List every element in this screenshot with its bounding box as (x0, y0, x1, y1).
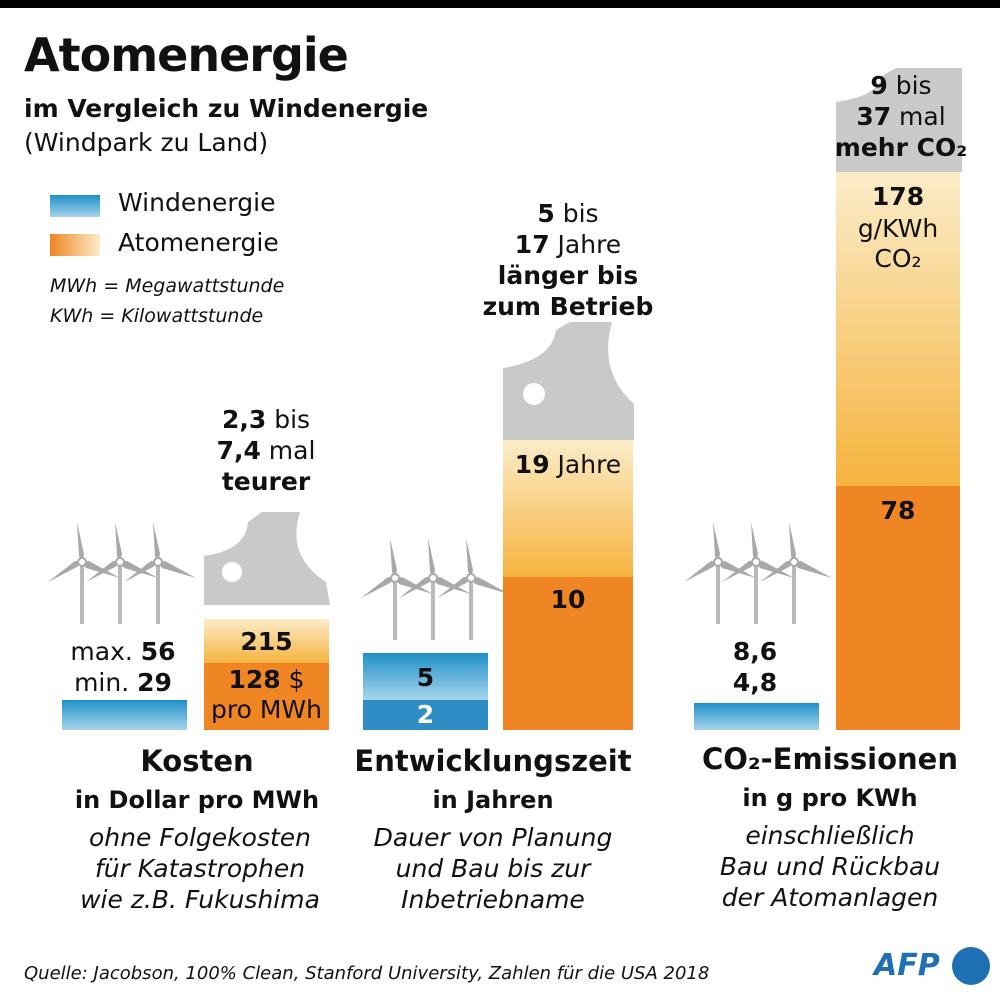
co2-nuclear-max-label: 178 (871, 182, 925, 211)
nuclear-plant-icon-co2 (836, 68, 962, 172)
kosten-wind-labels: max. 56 min. 29 (58, 636, 188, 698)
legend-wind-label: Windenergie (118, 188, 276, 217)
kosten-nuclear-unit: pro MWh (211, 695, 322, 724)
kosten-wind-max: max. 56 (70, 637, 176, 666)
entwicklung-comparison: 5 bis 17 Jahre länger bis zum Betrieb (482, 199, 654, 321)
entwicklung-wind-min-label: 2 (416, 700, 435, 729)
kosten-comparison: 2,3 bis 7,4 mal teurer (216, 405, 316, 496)
legend-nuclear-swatch (50, 234, 100, 256)
kosten-nuclear-max-label: 215 (240, 627, 293, 656)
plant-cutout (222, 562, 242, 582)
bar-wind-kosten (62, 700, 187, 730)
co2-nuclear-unit2: CO₂ (874, 244, 922, 273)
kosten-nuclear-min-label: 128 $ (228, 665, 305, 694)
page-title: Atomenergie (24, 28, 349, 82)
co2-comparison: 9 bis 37 mal mehr CO₂ (834, 71, 968, 162)
page-subtitle-2: (Windpark zu Land) (24, 128, 269, 157)
afp-logo: AFP (874, 948, 940, 983)
bar-wind-co2 (694, 703, 819, 730)
legend-note-mwh: MWh = Megawattstunde (50, 275, 285, 297)
kosten-wind-min: min. 29 (74, 668, 172, 697)
bar-nuclear-entwicklung-lower: 10 (503, 577, 633, 730)
co2-wind-min: 4,8 (732, 668, 778, 697)
legend-wind-swatch (50, 195, 100, 217)
entwicklung-wind-max-label: 5 (416, 663, 435, 692)
entwicklung-note: Dauer von Planung und Bau bis zur Inbetr… (373, 823, 613, 914)
legend-note-kwh: KWh = Kilowattstunde (50, 305, 264, 327)
entwicklung-unit: in Jahren (432, 786, 554, 814)
co2-wind-labels: 8,6 4,8 (690, 636, 820, 698)
source-note: Quelle: Jacobson, 100% Clean, Stanford U… (24, 963, 710, 984)
kosten-title: Kosten (140, 744, 254, 778)
co2-unit: in g pro KWh (742, 784, 918, 812)
co2-nuclear-unit1: g/KWh (857, 214, 939, 243)
co2-title: CO₂-Emissionen (702, 742, 958, 776)
bar-nuclear-co2-upper: 178 g/KWh CO₂ (836, 172, 960, 486)
entwicklung-nuclear-min-label: 10 (550, 585, 586, 614)
bar-nuclear-co2-lower: 78 (836, 486, 960, 730)
co2-note: einschließlich Bau und Rückbau der Atoma… (719, 821, 941, 912)
top-rule (0, 0, 1000, 8)
wind-turbines-co2 (682, 520, 834, 626)
nuclear-plant-icon-kosten (204, 512, 330, 605)
bar-nuclear-entwicklung-upper: 19 Jahre (503, 440, 633, 577)
kosten-unit: in Dollar pro MWh (74, 786, 320, 814)
bar-wind-entwicklung-lower: 2 (363, 700, 488, 730)
entwicklung-title: Entwicklungszeit (354, 744, 632, 778)
entwicklung-nuclear-max-label: 19 Jahre (514, 450, 622, 479)
wind-turbines-kosten (46, 520, 198, 626)
kosten-note: ohne Folgekosten für Katastrophen wie z.… (80, 823, 320, 914)
bar-nuclear-kosten-upper: 215 (204, 619, 329, 663)
page-subtitle: im Vergleich zu Windenergie (24, 94, 429, 123)
co2-nuclear-min-label: 78 (880, 496, 916, 525)
bar-wind-entwicklung-upper: 5 (363, 653, 488, 700)
afp-logo-dot (952, 947, 990, 985)
plant-cutout (523, 383, 545, 405)
nuclear-plant-icon-entwicklung (503, 322, 634, 440)
legend-nuclear-label: Atomenergie (118, 228, 279, 257)
co2-wind-max: 8,6 (732, 637, 778, 666)
bar-nuclear-kosten-lower: 128 $ pro MWh (204, 663, 329, 730)
wind-turbines-entwicklung (359, 536, 511, 642)
